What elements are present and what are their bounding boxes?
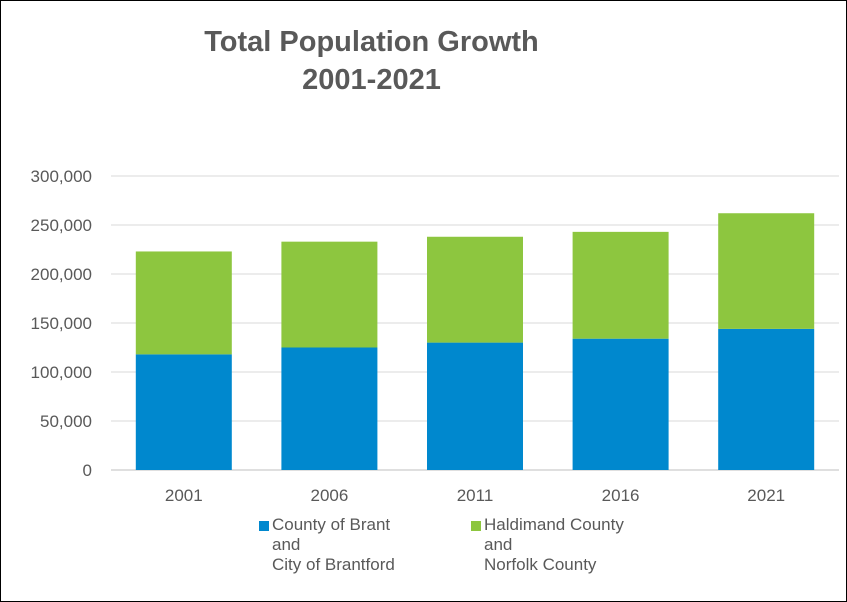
x-tick-label: 2001 xyxy=(165,486,203,505)
y-tick-label: 0 xyxy=(83,461,92,480)
bar-segment-haldimand-norfolk xyxy=(281,241,378,348)
y-tick-label: 150,000 xyxy=(31,314,92,333)
y-tick-label: 200,000 xyxy=(31,265,92,284)
legend-label-brant: County of Brant and City of Brantford xyxy=(272,515,395,574)
legend-swatch-haldimand-norfolk xyxy=(471,521,481,531)
bar-segment-brant xyxy=(427,342,523,470)
chart-legend: County of Brant and City of Brantford Ha… xyxy=(1,515,846,595)
chart-title: Total Population Growth 2001-2021 xyxy=(1,23,742,99)
y-tick-label: 250,000 xyxy=(31,216,92,235)
bar-segment-haldimand-norfolk xyxy=(572,231,669,339)
legend-label-haldimand-norfolk: Haldimand County and Norfolk County xyxy=(484,515,624,574)
y-tick-label: 300,000 xyxy=(31,167,92,186)
bar-segment-haldimand-norfolk xyxy=(135,251,232,355)
bar-segment-haldimand-norfolk xyxy=(718,213,815,329)
stacked-bar-chart: 0 50,000 100,000 150,000 200,000 250,000 300,0… xyxy=(31,167,839,505)
x-tick-label: 2006 xyxy=(310,486,348,505)
chart-title-line-2: 2001-2021 xyxy=(302,64,441,96)
bar-segment-brant xyxy=(135,354,232,470)
bar-segment-brant xyxy=(572,338,669,470)
chart-title-line-1: Total Population Growth xyxy=(204,26,539,58)
x-tick-label: 2021 xyxy=(747,486,785,505)
y-tick-label: 50,000 xyxy=(40,412,92,431)
legend-swatch-brant xyxy=(259,521,269,531)
y-tick-label: 100,000 xyxy=(31,363,92,382)
bar-segment-brant xyxy=(281,347,378,470)
bar-segment-haldimand-norfolk xyxy=(427,236,523,343)
x-tick-label: 2011 xyxy=(457,486,494,505)
x-tick-label: 2016 xyxy=(602,486,640,505)
bar-segment-brant xyxy=(718,328,815,470)
